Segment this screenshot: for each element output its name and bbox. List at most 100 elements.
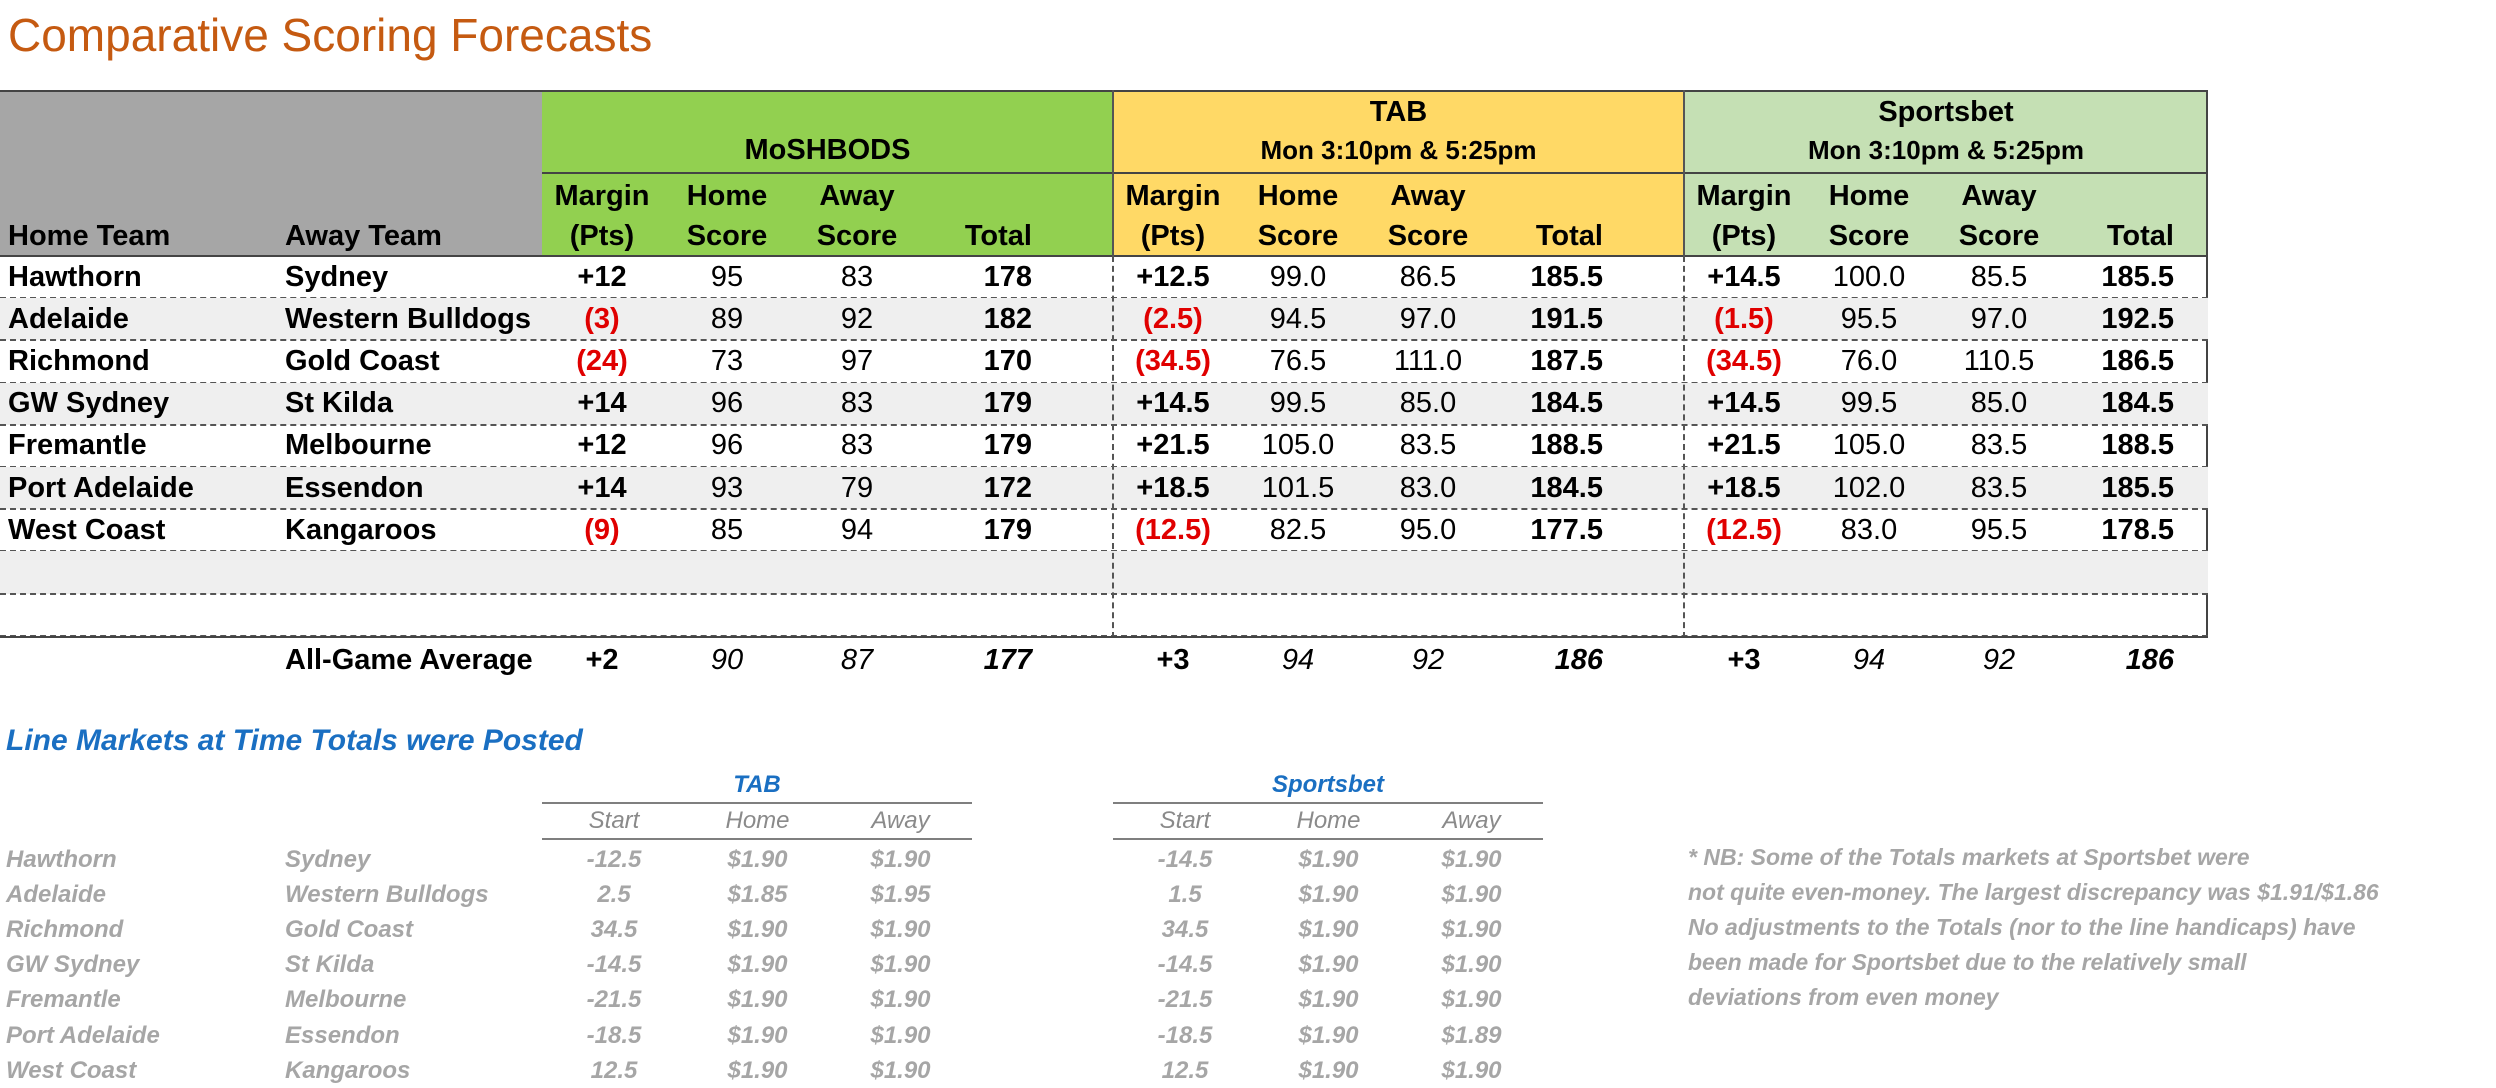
lm-away-team: Sydney [285, 845, 371, 873]
cell-home-score: 101.5 [1261, 471, 1335, 504]
cell-home-score: 95.5 [1840, 302, 1898, 335]
cell-home-score: 102.0 [1832, 471, 1906, 504]
lm-tab-label: TAB [733, 771, 781, 798]
cell-total: 185.5 [2101, 260, 2174, 293]
lm-start: -14.5 [586, 951, 642, 979]
cell-home-score: 76.5 [1269, 344, 1327, 377]
team-header-bg [0, 90, 542, 256]
cell-away-score: 85.0 [1399, 387, 1457, 420]
cell-away-score: 83 [840, 260, 874, 293]
lm-home-team: West Coast [6, 1056, 137, 1084]
cell-total: 178.5 [2101, 513, 2174, 546]
cell-home-team: Richmond [8, 344, 150, 377]
lm-home-team: Richmond [6, 915, 124, 943]
col-away-score-label: Away [1961, 179, 2037, 212]
cell-home-score: 105.0 [1261, 429, 1335, 462]
header-bottom-border [0, 255, 2208, 257]
page-title: Comparative Scoring Forecasts [8, 9, 653, 61]
lm-start: 12.5 [590, 1056, 638, 1084]
col-away-team: Away Team [285, 219, 442, 252]
cell-away-team: Essendon [285, 471, 424, 504]
cell-away-score: 85.0 [1970, 387, 2028, 420]
col-total: Total [2106, 219, 2174, 252]
table-row [0, 551, 2208, 594]
col-away-score-unit: Score [1958, 219, 2040, 252]
cell-total: 188.5 [2101, 429, 2174, 462]
cell-total: 182 [983, 302, 1032, 335]
cell-home-score: 100.0 [1832, 260, 1906, 293]
average-away-score: 92 [1411, 643, 1445, 676]
lm-home-price: $1.90 [1298, 986, 1359, 1014]
cell-away-team: St Kilda [285, 387, 393, 420]
col-home-team: Home Team [8, 219, 171, 252]
cell-home-score: 94.5 [1269, 302, 1327, 335]
col-home-score-unit: Score [1828, 219, 1910, 252]
cell-away-score: 83.5 [1970, 429, 2028, 462]
cell-home-score: 99.5 [1269, 387, 1327, 420]
cell-total: 172 [983, 471, 1032, 504]
cell-home-team: Port Adelaide [8, 471, 194, 504]
cell-total: 184.5 [2101, 387, 2174, 420]
cell-total: 179 [983, 513, 1032, 546]
cell-total: 178 [983, 260, 1032, 293]
row-divider [0, 634, 2208, 637]
cell-total: 184.5 [1530, 471, 1603, 504]
lm-away-price: $1.90 [870, 951, 931, 979]
cell-home-score: 89 [710, 302, 744, 335]
cell-away-score: 95.5 [1970, 513, 2028, 546]
average-total: 177 [983, 643, 1032, 676]
cell-margin: +14.5 [1707, 260, 1781, 293]
lm-away-price: $1.90 [870, 1021, 931, 1049]
cell-margin: (24) [576, 344, 628, 377]
col-margin-label: Margin [1125, 179, 1221, 212]
cell-away-score: 83 [840, 429, 874, 462]
lm-away-price: $1.90 [1441, 951, 1502, 979]
cell-margin: +14.5 [1136, 387, 1210, 420]
cell-margin: +21.5 [1707, 429, 1781, 462]
cell-total: 170 [983, 344, 1032, 377]
average-away-score: 92 [1982, 643, 2016, 676]
cell-margin: (12.5) [1706, 513, 1782, 546]
lm-away-team: Melbourne [285, 986, 407, 1014]
cell-home-score: 82.5 [1269, 513, 1327, 546]
table-row [0, 467, 2208, 510]
cell-away-score: 95.0 [1399, 513, 1457, 546]
average-away-score: 87 [840, 643, 874, 676]
lm-away-team: Kangaroos [285, 1056, 411, 1084]
cell-total: 179 [983, 387, 1032, 420]
note-line: * NB: Some of the Totals markets at Spor… [1688, 844, 2250, 870]
lm-start: 1.5 [1168, 880, 1202, 908]
lm-start: -21.5 [586, 986, 642, 1014]
cell-margin: +12 [577, 429, 627, 462]
col-away-score-label: Away [1390, 179, 1466, 212]
cell-total: 191.5 [1530, 302, 1603, 335]
cell-total: 186.5 [2101, 344, 2174, 377]
lm-start: -12.5 [586, 845, 642, 873]
average-margin: +3 [1727, 643, 1761, 676]
average-label: All-Game Average [285, 643, 533, 676]
lm-away-price: $1.90 [870, 845, 931, 873]
lm-start: 12.5 [1161, 1056, 1209, 1084]
col-home-score-unit: Score [1257, 219, 1339, 252]
cell-margin: (2.5) [1143, 302, 1203, 335]
cell-away-score: 97.0 [1970, 302, 2028, 335]
note-line: not quite even-money. The largest discre… [1688, 879, 2379, 905]
cell-home-team: Hawthorn [8, 260, 142, 293]
cell-away-team: Gold Coast [285, 344, 440, 377]
table-row [0, 594, 2208, 636]
average-total: 186 [1554, 643, 1603, 676]
col-margin-unit: (Pts) [569, 219, 635, 252]
lm-away-team: Western Bulldogs [285, 880, 489, 908]
lm-start: 34.5 [1161, 915, 1209, 943]
lm-away-team: St Kilda [285, 951, 375, 979]
average-home-score: 90 [710, 643, 744, 676]
header-top-border [0, 90, 2208, 92]
cell-home-score: 99.5 [1840, 387, 1898, 420]
lm-col-away: Away [871, 807, 930, 834]
cell-away-score: 85.5 [1970, 260, 2028, 293]
lm-away-price: $1.90 [870, 986, 931, 1014]
col-home-score-unit: Score [686, 219, 768, 252]
lm-away-price: $1.90 [1441, 986, 1502, 1014]
cell-away-score: 111.0 [1393, 344, 1463, 377]
col-away-score-unit: Score [816, 219, 898, 252]
